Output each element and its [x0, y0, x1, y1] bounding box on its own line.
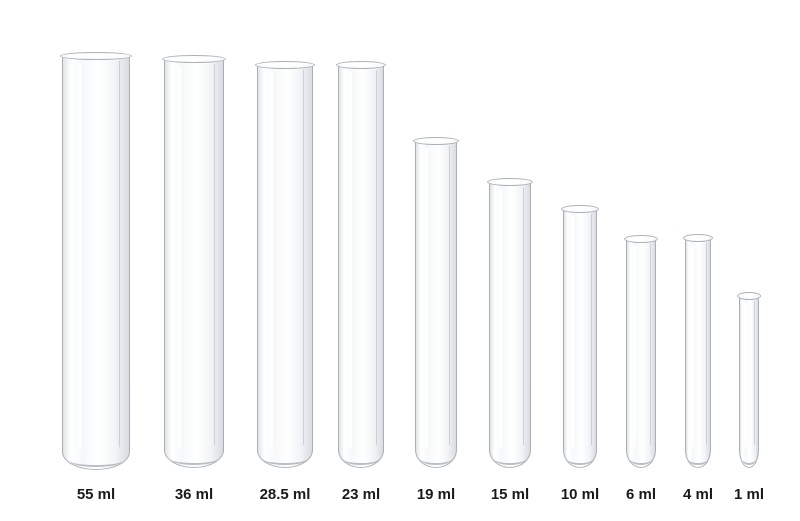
tube-highlight	[498, 189, 502, 447]
tube-rim	[162, 55, 226, 63]
volume-label: 55 ml	[76, 486, 116, 503]
tube-highlight	[269, 72, 273, 447]
tube-rim	[737, 292, 761, 300]
tube-base	[688, 453, 708, 465]
tube-rim	[487, 178, 533, 186]
tube-base	[170, 453, 218, 465]
tube-rim	[336, 61, 386, 69]
test-tube	[60, 52, 132, 470]
tube-rim	[624, 235, 658, 243]
tube-base	[343, 453, 379, 465]
tube-highlight	[691, 245, 695, 447]
tube-highlight	[424, 148, 428, 447]
tube-edge	[118, 61, 120, 447]
tube-highlight	[633, 246, 637, 447]
tube-edge	[523, 187, 525, 445]
tube-rim	[413, 137, 459, 145]
test-tube	[561, 205, 599, 468]
tube-edge	[705, 243, 707, 445]
tube-highlight	[77, 63, 81, 449]
tube-base	[741, 453, 757, 465]
tube-base	[567, 453, 593, 465]
tube-base	[69, 455, 123, 467]
tube-edge	[449, 146, 451, 445]
tube-base	[494, 453, 526, 465]
tube-rim	[683, 234, 713, 242]
tube-edge	[303, 70, 305, 445]
test-tube	[624, 235, 658, 468]
volume-label: 10 ml	[560, 486, 600, 503]
test-tube	[413, 137, 459, 468]
tube-edge	[650, 244, 652, 445]
test-tube	[162, 55, 226, 468]
volume-label: 1 ml	[733, 486, 764, 503]
test-tube	[487, 178, 533, 468]
tube-edge	[213, 64, 215, 445]
test-tube	[336, 61, 386, 468]
volume-label: 6 ml	[625, 486, 656, 503]
volume-label: 15 ml	[490, 486, 530, 503]
tube-highlight	[177, 66, 181, 447]
test-tube	[737, 292, 761, 468]
test-tube	[255, 61, 315, 468]
tube-edge	[375, 70, 377, 445]
test-tube	[683, 234, 713, 468]
tube-edge	[754, 301, 756, 445]
tube-highlight	[571, 216, 575, 447]
tube-rim	[255, 61, 315, 69]
tube-rim	[561, 205, 599, 213]
tube-rim	[60, 52, 132, 60]
volume-label: 23 ml	[341, 486, 381, 503]
tube-base	[629, 453, 653, 465]
volume-label: 28.5 ml	[259, 486, 311, 503]
tube-base	[420, 453, 452, 465]
volume-label: 4 ml	[682, 486, 713, 503]
tube-edge	[590, 214, 592, 445]
volume-label: 36 ml	[174, 486, 214, 503]
volume-label: 19 ml	[416, 486, 456, 503]
tube-base	[263, 453, 307, 465]
tube-highlight	[348, 72, 352, 447]
tube-highlight	[743, 303, 747, 447]
